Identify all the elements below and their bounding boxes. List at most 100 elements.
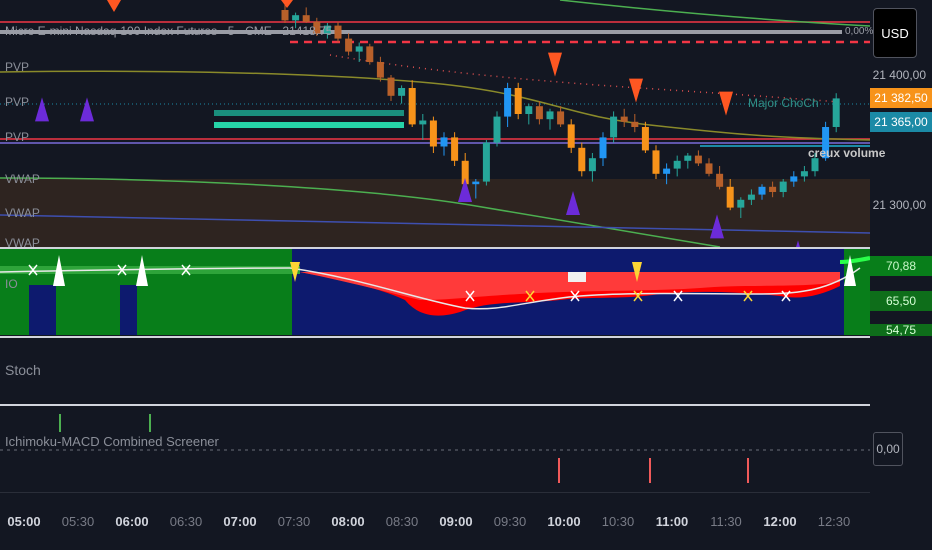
legend-vwap-3[interactable]: VWAP xyxy=(5,236,40,250)
rsi-axis-label: 70,88 xyxy=(870,256,932,276)
legend-stoch-pane[interactable]: Stoch xyxy=(5,362,41,378)
candle-body xyxy=(822,127,830,159)
time-axis-label: 08:00 xyxy=(331,514,365,529)
up-triangle-marker xyxy=(80,97,94,122)
candle-body xyxy=(334,25,342,39)
pane-separator[interactable] xyxy=(0,404,870,406)
up-triangle-marker xyxy=(710,214,724,239)
pvp-zone-light xyxy=(214,122,404,128)
time-axis-label: 10:00 xyxy=(547,514,581,529)
time-axis-label: 11:00 xyxy=(655,514,689,529)
time-axis-label: 09:30 xyxy=(493,514,527,529)
candle-body xyxy=(472,181,480,185)
time-axis-border xyxy=(0,492,870,493)
rsi-axis-label: 65,50 xyxy=(870,291,932,311)
rsi-white-block xyxy=(568,272,586,282)
rsi-cross-marker xyxy=(743,290,753,302)
down-triangle-marker xyxy=(107,0,121,12)
rsi-bg-navy xyxy=(29,285,56,335)
time-axis-label: 05:30 xyxy=(61,514,95,529)
candle-body xyxy=(493,116,501,143)
rsi-cross-marker xyxy=(781,290,791,302)
rsi-red-area-inner xyxy=(300,272,840,300)
legend-screener-pane[interactable]: Ichimoku-MACD Combined Screener xyxy=(5,434,219,449)
candle-body xyxy=(694,155,702,164)
candle-body xyxy=(313,21,321,34)
candle-body xyxy=(758,186,766,195)
vwap-lower-line xyxy=(0,177,721,248)
annotation-creux-volume: creux volume xyxy=(808,146,886,160)
time-axis-label: 12:30 xyxy=(817,514,851,529)
currency-button[interactable]: USD xyxy=(873,8,917,58)
candle-body xyxy=(716,173,724,187)
legend-vwap-1[interactable]: VWAP xyxy=(5,172,40,186)
rsi-up-marker xyxy=(53,255,65,286)
candle-body xyxy=(663,168,671,174)
symbol-title: Micro E-mini Nasdaq-100 Index Futures · … xyxy=(5,24,333,38)
up-triangle-marker xyxy=(35,97,49,122)
candle-body xyxy=(281,10,289,21)
candle-body xyxy=(461,160,469,185)
candle-body xyxy=(811,158,819,172)
candle-body xyxy=(641,127,649,151)
up-triangle-marker xyxy=(458,178,472,202)
time-axis-label: 12:00 xyxy=(763,514,797,529)
candle-body xyxy=(398,88,406,96)
candle-body xyxy=(355,46,363,52)
candle-body xyxy=(440,137,448,147)
candle-body xyxy=(387,77,395,96)
time-axis-label: 05:00 xyxy=(7,514,41,529)
candle-body xyxy=(705,163,713,174)
candle-body xyxy=(769,186,777,192)
time-axis-label: 11:30 xyxy=(710,514,742,529)
rsi-down-marker xyxy=(290,262,300,282)
pane-separator[interactable] xyxy=(0,336,870,338)
candle-body xyxy=(557,111,565,125)
time-axis-label: 09:00 xyxy=(439,514,473,529)
candle-body xyxy=(800,171,808,177)
current-price-badge: 21 382,50 xyxy=(870,88,932,108)
candle-body xyxy=(302,15,310,22)
up-triangle-marker xyxy=(566,191,580,215)
vwap-upper-line xyxy=(559,0,871,27)
legend-pvp-2[interactable]: PVP xyxy=(5,95,30,109)
legend-vwap-2[interactable]: VWAP xyxy=(5,206,40,220)
annotation-major-choch: Major ChoCh xyxy=(748,96,819,110)
candle-body xyxy=(684,155,692,161)
legend-pvp-3[interactable]: PVP xyxy=(5,130,30,144)
rsi-down-marker xyxy=(632,262,642,282)
candle-body xyxy=(535,106,543,120)
candle-body xyxy=(419,120,427,125)
rsi-line xyxy=(0,267,291,273)
rsi-up-marker xyxy=(136,255,148,286)
candle-body xyxy=(631,121,639,127)
candle-body xyxy=(429,120,437,147)
candle-body xyxy=(546,111,554,120)
time-axis-label: 07:00 xyxy=(223,514,257,529)
rsi-axis-label: 54,75 xyxy=(870,324,932,336)
candle-body xyxy=(451,137,459,161)
down-triangle-marker xyxy=(719,91,733,116)
candle-body xyxy=(376,62,384,78)
rsi-up-marker xyxy=(844,255,856,286)
candle-body xyxy=(779,181,787,192)
candle-body xyxy=(408,88,416,125)
candle-body xyxy=(610,116,618,138)
time-axis-label: 07:30 xyxy=(277,514,311,529)
legend-rsi-pane[interactable]: IO xyxy=(5,277,18,291)
candle-body xyxy=(620,116,628,122)
rsi-cross-marker xyxy=(181,264,191,276)
pane-separator[interactable] xyxy=(0,247,870,249)
candle-body xyxy=(832,98,840,127)
pct-zero-label: 0,00% xyxy=(845,26,874,37)
candle-body xyxy=(366,46,374,62)
rsi-cross-marker xyxy=(570,290,580,302)
price-axis-label: 21 400,00 xyxy=(872,68,926,82)
time-axis-label: 06:30 xyxy=(169,514,203,529)
legend-pvp-1[interactable]: PVP xyxy=(5,60,30,74)
time-axis-label: 08:30 xyxy=(385,514,419,529)
down-triangle-marker xyxy=(629,78,643,103)
candle-body xyxy=(726,186,734,208)
